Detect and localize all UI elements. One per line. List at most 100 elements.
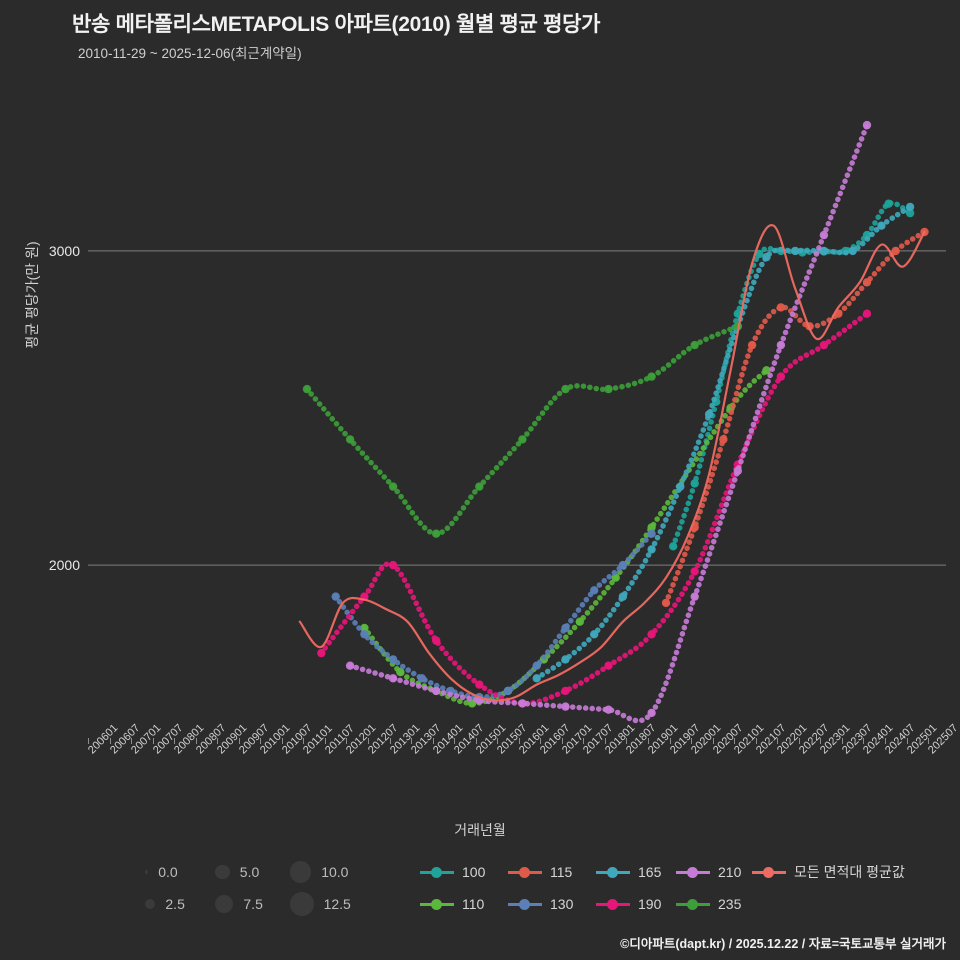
x-tick-mark	[820, 738, 822, 744]
x-tick-mark	[841, 738, 843, 744]
legend-size-dot	[290, 892, 314, 916]
chart-canvas	[88, 120, 946, 724]
legend-series-210[interactable]: 210	[676, 858, 741, 886]
legend-series-235[interactable]: 235	[676, 890, 741, 918]
legend-series-label: 165	[638, 864, 662, 880]
x-tick-mark	[454, 738, 456, 744]
legend-row-2: 2.5 7.5 12.5 110 130 190 235	[0, 890, 960, 918]
x-tick-mark	[583, 738, 585, 744]
legend-series-115[interactable]: 115	[508, 858, 572, 886]
x-tick-mark	[303, 738, 305, 744]
x-tick-mark	[88, 738, 89, 744]
legend-series-label: 100	[462, 864, 486, 880]
page-title: 반송 메타폴리스METAPOLIS 아파트(2010) 월별 평균 평당가	[72, 13, 601, 36]
x-tick-mark	[109, 738, 111, 744]
x-tick-mark	[863, 738, 865, 744]
y-axis-ticks: 2000 3000	[0, 78, 80, 738]
legend-size-label: 7.5	[243, 896, 263, 912]
legend-series-label: 115	[550, 864, 573, 880]
x-tick-mark	[928, 738, 930, 744]
legend-size-dot	[215, 864, 230, 880]
legend-size-dot	[290, 861, 312, 883]
x-tick-mark	[734, 738, 736, 744]
y-axis-label: 평균 평당가(만 원)	[24, 241, 40, 349]
chart-legend: 0.0 5.0 10.0 100 115 165 210 모든 면적대 평균값 2.5 7.5 1…	[0, 858, 960, 926]
legend-size-label: 10.0	[321, 864, 349, 880]
legend-series-100[interactable]: 100	[420, 858, 485, 886]
legend-series-130[interactable]: 130	[508, 890, 573, 918]
plot-area	[88, 78, 946, 738]
legend-series-label: 210	[718, 864, 742, 880]
x-tick-mark	[260, 738, 262, 744]
x-tick-mark	[540, 738, 542, 744]
legend-line-swatch	[508, 866, 542, 878]
legend-line-swatch	[420, 898, 454, 910]
x-tick-mark	[906, 738, 908, 744]
legend-line-swatch	[676, 898, 710, 910]
legend-series-label: 235	[718, 896, 742, 912]
legend-line-swatch	[420, 866, 454, 878]
series-210	[345, 120, 872, 724]
y-tick-label: 2000	[48, 557, 80, 574]
legend-size-dot	[145, 898, 156, 910]
legend-size-dot	[215, 894, 234, 914]
legend-series-label: 110	[462, 896, 485, 912]
x-tick-mark	[346, 738, 348, 744]
series-모든 면적대 평균값	[298, 224, 926, 702]
x-tick-mark	[174, 738, 176, 744]
x-tick-mark	[648, 738, 650, 744]
series-115	[661, 227, 929, 608]
legend-line-swatch	[508, 898, 542, 910]
legend-size-label: 0.0	[158, 864, 178, 880]
x-tick-mark	[411, 738, 413, 744]
legend-series-110[interactable]: 110	[420, 890, 484, 918]
legend-size-label: 2.5	[165, 896, 185, 912]
x-tick-mark	[131, 738, 133, 744]
series-235	[302, 322, 742, 538]
legend-size-item: 12.5	[290, 890, 351, 918]
legend-size-label: 5.0	[239, 864, 260, 880]
x-tick-mark	[712, 738, 714, 744]
y-tick-label: 3000	[48, 242, 80, 259]
x-axis-label: 거래년월	[454, 822, 506, 838]
x-tick-mark	[217, 738, 219, 744]
legend-series-190[interactable]: 190	[596, 890, 661, 918]
legend-line-swatch	[596, 866, 630, 878]
legend-series-모든 면적대 평균값[interactable]: 모든 면적대 평균값	[752, 858, 905, 886]
x-tick-mark	[389, 738, 391, 744]
x-tick-mark	[368, 738, 370, 744]
x-tick-mark	[669, 738, 671, 744]
x-tick-mark	[281, 738, 283, 744]
series-190	[317, 309, 872, 708]
legend-size-item: 7.5	[215, 890, 263, 918]
x-tick-mark	[798, 738, 800, 744]
legend-size-item: 10.0	[290, 858, 348, 886]
legend-line-swatch	[752, 866, 786, 878]
x-tick-mark	[497, 738, 499, 744]
x-tick-mark	[604, 738, 606, 744]
page-subtitle: 2010-11-29 ~ 2025-12-06(최근계약일)	[78, 46, 302, 61]
x-tick-mark	[691, 738, 693, 744]
x-tick-mark	[777, 738, 779, 744]
x-tick-mark	[152, 738, 154, 744]
legend-series-165[interactable]: 165	[596, 858, 661, 886]
x-tick-mark	[432, 738, 434, 744]
x-tick-mark	[626, 738, 628, 744]
legend-row-1: 0.0 5.0 10.0 100 115 165 210 모든 면적대 평균값	[0, 858, 960, 886]
footer-credit: ©디아파트(dapt.kr) / 2025.12.22 / 자료=국토교통부 실…	[620, 937, 946, 951]
legend-size-label: 12.5	[323, 896, 351, 912]
legend-size-item: 0.0	[145, 858, 178, 886]
x-tick-mark	[518, 738, 520, 744]
x-axis-ticks: 200601 200607 200701 200707 200801 200807 2009…	[0, 722, 960, 828]
x-tick-mark	[195, 738, 197, 744]
legend-series-label: 모든 면적대 평균값	[794, 864, 905, 880]
legend-line-swatch	[596, 898, 630, 910]
legend-series-label: 190	[638, 896, 662, 912]
x-tick-mark	[324, 738, 326, 744]
x-tick-mark	[561, 738, 563, 744]
legend-size-item: 2.5	[145, 890, 185, 918]
legend-line-swatch	[676, 866, 710, 878]
x-tick-mark	[475, 738, 477, 744]
legend-size-item: 5.0	[215, 858, 259, 886]
